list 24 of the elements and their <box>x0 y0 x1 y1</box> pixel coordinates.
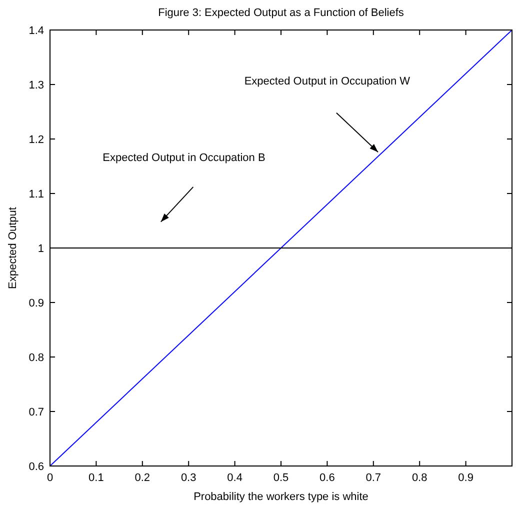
annotation: Expected Output in Occupation B <box>102 152 266 164</box>
y-tick-label: 1.2 <box>28 134 44 146</box>
annotation: Expected Output in Occupation W <box>244 76 411 88</box>
y-tick-label: 1.1 <box>28 188 44 200</box>
x-tick-label: 0.8 <box>412 472 428 484</box>
y-tick-label: 0.9 <box>28 298 44 310</box>
y-tick-label: 1.4 <box>28 25 44 37</box>
y-tick-label: 1 <box>38 243 44 255</box>
x-axis-title: Probability the workers type is white <box>194 491 368 503</box>
x-tick-label: 0.9 <box>458 472 474 484</box>
x-tick-label: 0.3 <box>180 472 196 484</box>
x-tick-label: 0.6 <box>320 472 335 484</box>
y-tick-label: 0.7 <box>28 406 44 418</box>
x-tick-label: 0.7 <box>366 472 382 484</box>
x-tick-label: 0.2 <box>134 472 150 484</box>
y-tick-label: 1.3 <box>28 80 44 92</box>
chart-title: Figure 3: Expected Output as a Function of Beliefs <box>158 7 404 19</box>
y-axis-title: Expected Output <box>7 207 19 289</box>
y-tick-label: 0.6 <box>28 461 44 473</box>
x-tick-label: 0.1 <box>88 472 104 484</box>
y-tick-label: 0.8 <box>28 352 44 364</box>
x-tick-label: 0.4 <box>227 472 242 484</box>
x-tick-label: 0 <box>46 472 54 484</box>
x-tick-label: 0.5 <box>273 472 289 484</box>
